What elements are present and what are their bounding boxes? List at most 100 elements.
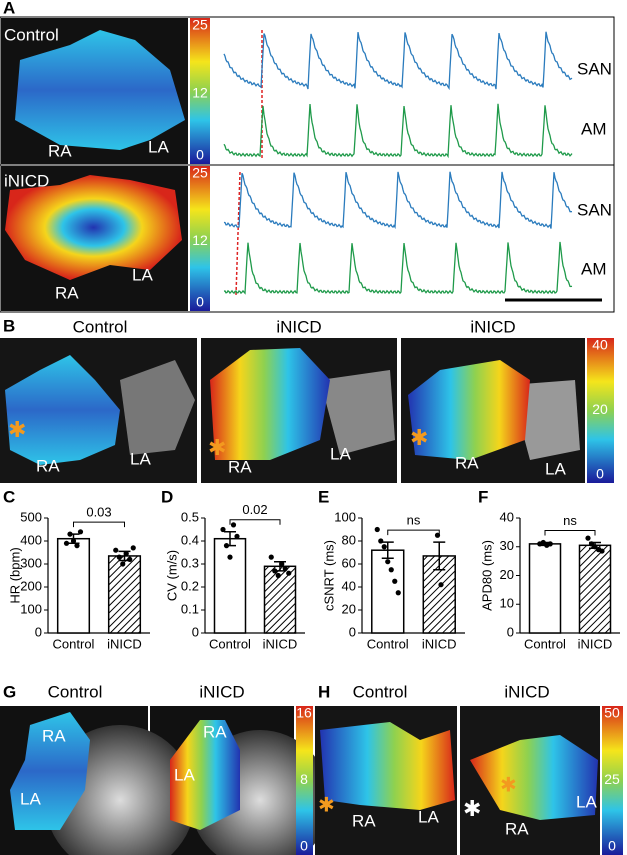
trace-label: SAN bbox=[577, 59, 612, 78]
y-axis-label: HR (bpm) bbox=[7, 547, 22, 603]
panel-label: C bbox=[3, 487, 15, 506]
data-point bbox=[116, 554, 122, 560]
significance-label: ns bbox=[407, 513, 421, 528]
y-tick-label: 20 bbox=[500, 567, 514, 582]
y-tick-label: 0 bbox=[35, 624, 42, 639]
y-tick-label: 500 bbox=[20, 509, 42, 524]
image-layer: ✱ ✱ ✱ ✱ ✱ ✱ bbox=[0, 16, 623, 855]
y-tick-label: 0 bbox=[192, 624, 199, 639]
y-axis-label: cSNRT (ms) bbox=[321, 540, 336, 611]
colorbar-tick-label: 12 bbox=[192, 85, 208, 101]
colorbar-tick-label: 50 bbox=[604, 705, 620, 721]
colorbar-tick-label: 0 bbox=[608, 838, 616, 854]
y-tick-label: 0.3 bbox=[181, 555, 199, 570]
data-point bbox=[588, 541, 595, 547]
colorbar-tick-label: 25 bbox=[604, 771, 620, 787]
colorbar-tick-label: 12 bbox=[192, 232, 208, 248]
panel-title: iNICD bbox=[504, 682, 549, 701]
region: RA bbox=[36, 456, 60, 475]
trace bbox=[223, 241, 573, 295]
data-point bbox=[227, 554, 233, 560]
panel-label: A bbox=[3, 0, 15, 17]
colorbar bbox=[587, 338, 614, 483]
y-tick-label: 10 bbox=[500, 596, 514, 611]
data-point bbox=[70, 538, 77, 544]
activation-map bbox=[170, 720, 240, 830]
significance-label: ns bbox=[563, 513, 577, 528]
data-point bbox=[374, 526, 380, 533]
data-point bbox=[113, 547, 119, 553]
activation-map bbox=[210, 348, 330, 460]
trace-label: SAN bbox=[577, 200, 612, 219]
region: LA bbox=[545, 459, 566, 478]
error-bar bbox=[433, 541, 446, 571]
data-point bbox=[381, 544, 387, 550]
data-point bbox=[286, 570, 292, 576]
significance-bracket bbox=[387, 529, 440, 536]
y-tick-label: 100 bbox=[20, 601, 42, 616]
tissue bbox=[320, 370, 395, 455]
data-point bbox=[585, 535, 591, 541]
panel-label: H bbox=[318, 682, 330, 701]
pacing-site: ✱ bbox=[208, 435, 226, 460]
data-point bbox=[220, 526, 226, 533]
region: LA bbox=[330, 444, 351, 463]
panel-title: iNICD bbox=[276, 317, 321, 336]
colorbar-tick-label: 0 bbox=[300, 838, 308, 854]
trace bbox=[223, 103, 573, 159]
activation-map bbox=[15, 30, 185, 150]
colorbar-tick-label: 25 bbox=[192, 165, 208, 181]
x-tick-label: Control bbox=[524, 636, 566, 651]
significance-bracket bbox=[73, 521, 125, 528]
significance-bracket bbox=[544, 529, 596, 536]
region: RA bbox=[505, 819, 529, 838]
data-point bbox=[268, 554, 274, 560]
data-point bbox=[67, 531, 73, 537]
panel-label: B bbox=[3, 316, 15, 335]
data-point bbox=[120, 561, 126, 567]
data-point bbox=[127, 556, 133, 563]
pacing-site: ✱ bbox=[8, 417, 26, 442]
significance-label: 0.03 bbox=[86, 505, 111, 520]
significance-bracket bbox=[229, 519, 281, 525]
region: RA bbox=[42, 726, 66, 745]
region: LA bbox=[130, 449, 151, 468]
y-tick-label: 20 bbox=[342, 601, 356, 616]
y-tick-label: 100 bbox=[334, 509, 356, 524]
y-tick-label: 30 bbox=[500, 538, 514, 553]
y-axis-label: CV (m/s) bbox=[164, 550, 179, 601]
data-point bbox=[223, 543, 230, 549]
panel-label: D bbox=[161, 487, 173, 506]
panel-label: E bbox=[318, 487, 329, 506]
data-point bbox=[395, 590, 401, 596]
activation-map bbox=[10, 712, 90, 830]
y-tick-label: 40 bbox=[342, 578, 356, 593]
data-point bbox=[392, 578, 398, 584]
activation-map bbox=[5, 355, 120, 465]
data-point bbox=[385, 559, 391, 565]
trace-label: AM bbox=[581, 259, 607, 278]
panel-title: Control bbox=[353, 682, 408, 701]
data-point bbox=[123, 551, 129, 557]
region: RA bbox=[203, 722, 227, 741]
data-point bbox=[547, 541, 553, 547]
x-tick-label: iNICD bbox=[422, 636, 457, 651]
pacing-site: ✱ bbox=[318, 794, 335, 816]
y-tick-label: 80 bbox=[342, 532, 356, 547]
data-point bbox=[63, 540, 70, 546]
data-point bbox=[272, 568, 278, 574]
x-tick-label: iNICD bbox=[578, 636, 613, 651]
significance-label: 0.02 bbox=[242, 502, 267, 517]
y-axis-label: APD80 (ms) bbox=[479, 540, 494, 611]
colorbar bbox=[190, 166, 210, 311]
y-tick-label: 0.5 bbox=[181, 509, 199, 524]
data-point bbox=[592, 544, 598, 550]
pacing-site: ✱ bbox=[463, 796, 481, 821]
traces bbox=[223, 31, 573, 295]
y-tick-label: 300 bbox=[20, 555, 42, 570]
panel-title: Control bbox=[73, 317, 128, 336]
region: LA bbox=[148, 137, 169, 156]
activation-map bbox=[470, 735, 598, 820]
x-tick-label: iNICD bbox=[107, 636, 142, 651]
